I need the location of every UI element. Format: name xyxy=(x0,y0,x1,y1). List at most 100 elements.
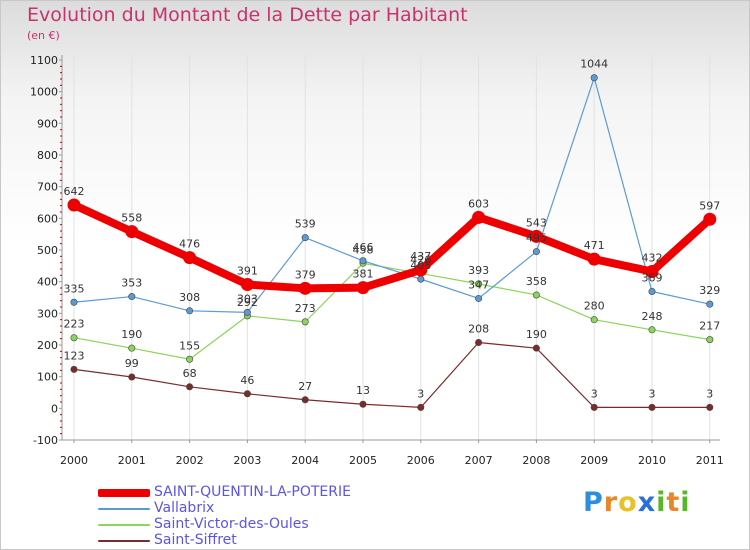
data-point xyxy=(417,275,425,283)
data-point xyxy=(186,355,194,363)
x-tick-label: 2000 xyxy=(60,454,88,467)
data-label: 437 xyxy=(410,250,431,263)
data-label: 393 xyxy=(468,264,489,277)
data-point xyxy=(67,198,81,212)
data-label: 466 xyxy=(353,241,374,254)
data-label: 3 xyxy=(591,387,598,400)
data-point xyxy=(128,293,136,301)
series-line xyxy=(73,341,711,408)
data-point xyxy=(706,300,714,308)
data-label: 495 xyxy=(526,232,547,245)
data-label: 603 xyxy=(468,197,489,210)
x-tick-label: 2005 xyxy=(349,454,377,467)
x-tick-label: 2004 xyxy=(291,454,319,467)
x-tick-label: 2007 xyxy=(465,454,493,467)
data-point xyxy=(706,336,714,344)
vertical-gridlines xyxy=(73,55,711,440)
data-label: 358 xyxy=(526,275,547,288)
data-label: 308 xyxy=(179,291,200,304)
data-point xyxy=(240,278,254,292)
data-label: 432 xyxy=(642,252,663,265)
logo-letter: i xyxy=(656,487,667,518)
data-point xyxy=(243,308,251,316)
data-label: 347 xyxy=(468,278,489,291)
logo-letter: o xyxy=(618,487,638,518)
data-label: 190 xyxy=(526,328,547,341)
data-point xyxy=(590,403,598,411)
data-point xyxy=(70,365,78,373)
data-point xyxy=(706,403,714,411)
data-label: 190 xyxy=(121,328,142,341)
data-label: 539 xyxy=(295,218,316,231)
data-point xyxy=(590,316,598,324)
data-label: 353 xyxy=(121,277,142,290)
legend-swatch xyxy=(98,540,150,542)
data-point xyxy=(645,265,659,279)
data-point xyxy=(590,74,598,82)
legend-swatch xyxy=(98,489,150,497)
y-tick-label: 1100 xyxy=(30,54,58,67)
data-label: 476 xyxy=(179,238,200,251)
data-point xyxy=(648,326,656,334)
data-point xyxy=(128,373,136,381)
data-point xyxy=(243,390,251,398)
data-point xyxy=(301,234,309,242)
data-point xyxy=(475,280,483,288)
data-point xyxy=(186,383,194,391)
y-tick-label: 0 xyxy=(51,402,58,415)
data-point xyxy=(648,403,656,411)
y-tick-label: 900 xyxy=(37,117,58,130)
data-point xyxy=(532,344,540,352)
series-line xyxy=(73,262,711,360)
data-label: 543 xyxy=(526,216,547,229)
data-label: 426 xyxy=(410,253,431,266)
y-tick-label: 1000 xyxy=(30,86,58,99)
logo-letter: r xyxy=(603,487,619,518)
y-tick-label: 700 xyxy=(37,181,58,194)
series-points xyxy=(67,74,717,411)
data-label: 303 xyxy=(237,292,258,305)
data-label: 46 xyxy=(240,374,254,387)
data-point xyxy=(128,344,136,352)
y-tick-label: 500 xyxy=(37,244,58,257)
data-point xyxy=(301,318,309,326)
proxiti-logo: Proxiti xyxy=(583,487,691,518)
data-point xyxy=(359,400,367,408)
data-point xyxy=(414,263,428,277)
x-tick-label: 2011 xyxy=(696,454,724,467)
data-point xyxy=(475,294,483,302)
data-point xyxy=(298,281,312,295)
data-label: 3 xyxy=(649,387,656,400)
data-point xyxy=(70,298,78,306)
legend-label: Saint-Victor-des-Oules xyxy=(154,516,309,532)
legend-swatch xyxy=(98,508,150,510)
legend-label: Vallabrix xyxy=(154,500,215,516)
legend-swatch xyxy=(98,524,150,526)
data-label: 558 xyxy=(121,212,142,225)
logo-letter: t xyxy=(666,487,681,518)
data-label: 369 xyxy=(642,271,663,284)
data-label: 99 xyxy=(125,357,139,370)
data-point xyxy=(70,334,78,342)
data-point xyxy=(301,396,309,404)
data-label: 3 xyxy=(706,387,713,400)
y-tick-label: 300 xyxy=(37,307,58,320)
logo-letter: i xyxy=(680,487,691,518)
data-point xyxy=(529,229,543,243)
data-label: 248 xyxy=(642,310,663,323)
data-point xyxy=(472,210,486,224)
y-tick-labels: -100 0 100 200 300 400 500 600 700 800 900 1000 1100 xyxy=(30,54,58,447)
data-label: 381 xyxy=(353,268,374,281)
data-label: 273 xyxy=(295,302,316,315)
y-tick-label: 200 xyxy=(37,339,58,352)
data-point xyxy=(475,338,483,346)
x-tick-label: 2002 xyxy=(176,454,204,467)
data-label: 123 xyxy=(64,349,85,362)
data-label: 642 xyxy=(64,185,85,198)
data-point xyxy=(183,251,197,265)
data-point xyxy=(359,257,367,265)
legend-label: SAINT-QUENTIN-LA-POTERIE xyxy=(154,484,351,500)
data-label: 471 xyxy=(584,239,605,252)
